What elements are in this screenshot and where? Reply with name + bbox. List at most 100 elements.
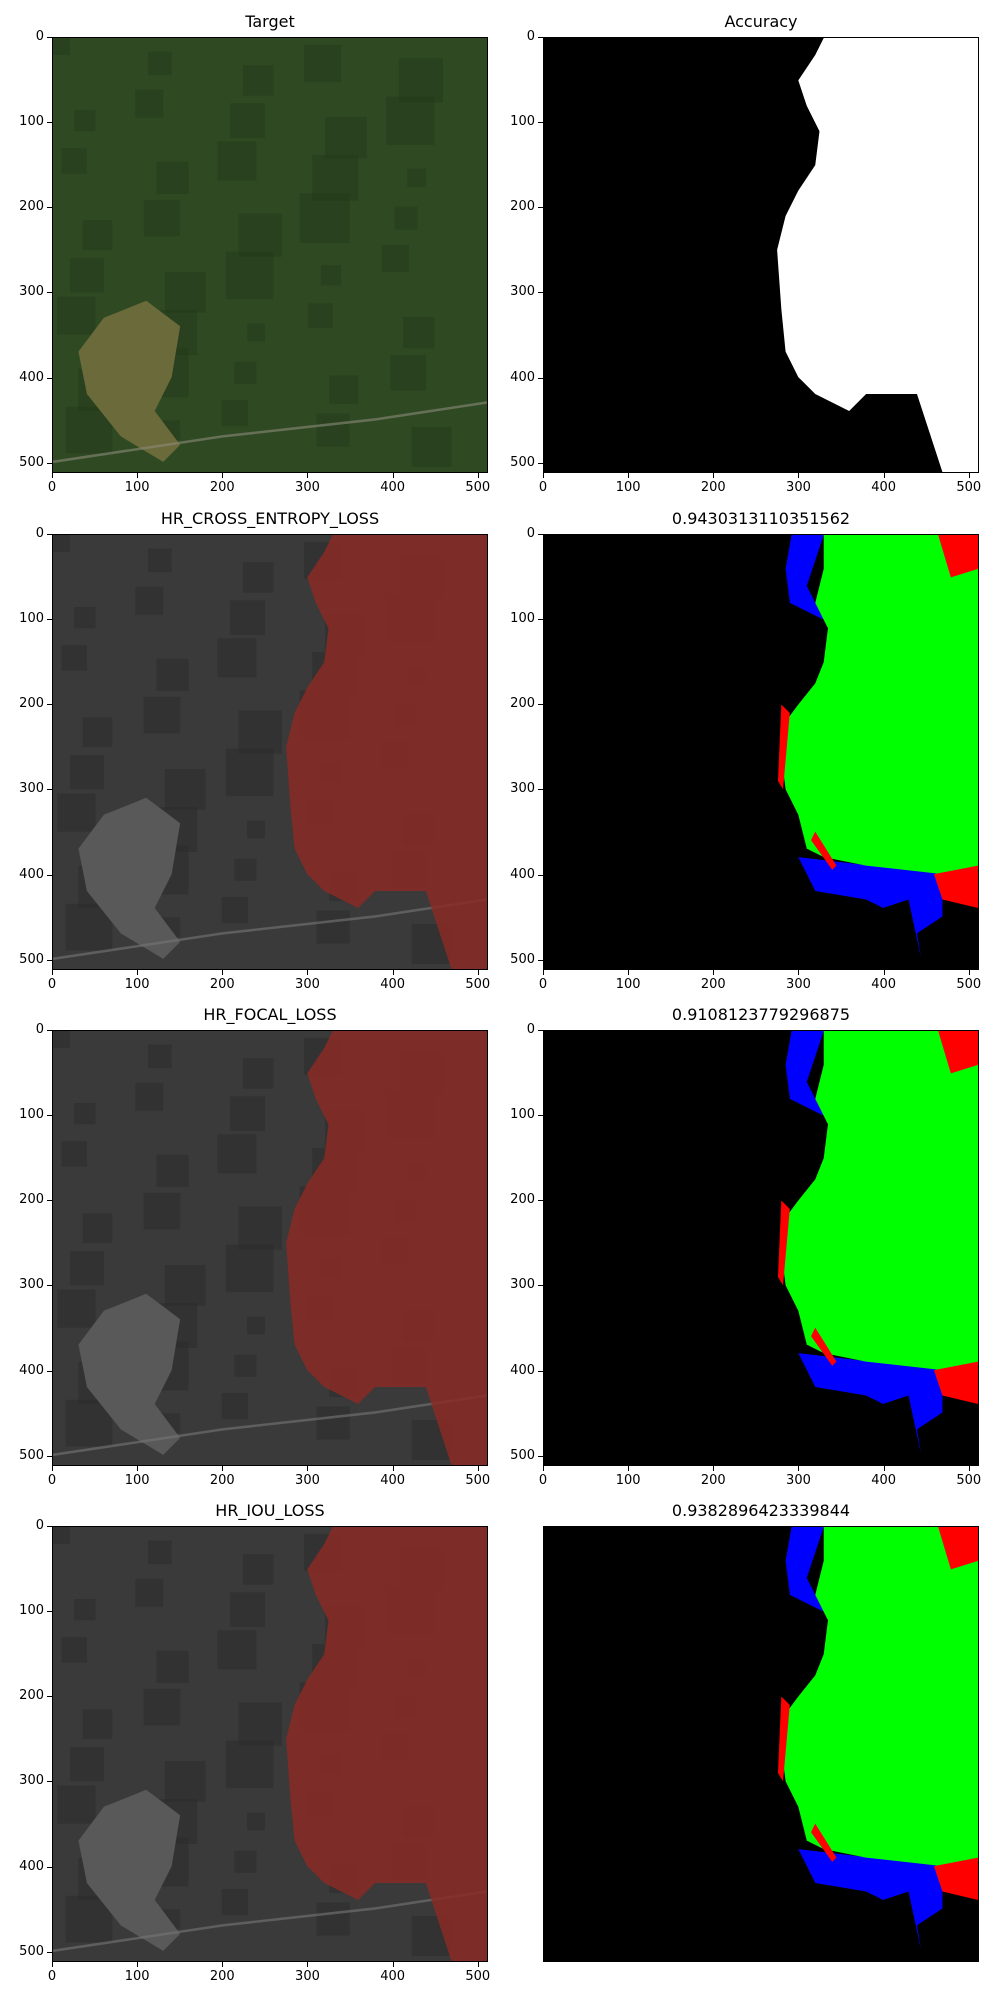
x-tick-mark <box>628 970 630 975</box>
y-tick-mark <box>538 207 543 209</box>
x-tick-label: 0 <box>538 1473 548 1488</box>
y-tick-mark <box>47 789 52 791</box>
y-tick-mark <box>538 122 543 124</box>
texture-patch <box>230 1096 265 1132</box>
x-tick-label: 200 <box>209 480 235 495</box>
x-tick-label: 200 <box>209 1969 235 1984</box>
x-tick-mark <box>52 473 53 478</box>
false-negative-region <box>798 857 943 959</box>
y-tick-mark <box>538 377 543 379</box>
texture-patch <box>147 1540 172 1565</box>
y-tick-label: 300 <box>510 284 535 300</box>
texture-patch <box>53 1527 70 1544</box>
ce_eval-svg <box>544 535 978 969</box>
texture-patch <box>156 161 189 194</box>
texture-patch <box>143 1192 181 1230</box>
panel-title: HR_CROSS_ENTROPY_LOSS <box>160 509 380 528</box>
x-tick-label: 200 <box>700 977 726 992</box>
false-positive-region <box>938 1031 978 1074</box>
y-tick-mark <box>47 1030 52 1031</box>
y-tick-label: 100 <box>19 611 44 627</box>
x-tick-label: 0 <box>47 977 57 992</box>
y-tick-label: 0 <box>35 1518 44 1533</box>
texture-patch <box>247 323 265 342</box>
x-tick-label: 300 <box>786 977 811 992</box>
texture-patch <box>234 1354 257 1377</box>
y-tick-label: 500 <box>510 1447 535 1463</box>
x-tick-label: 200 <box>700 1473 726 1488</box>
y-tick-mark <box>47 619 52 621</box>
false-positive-region <box>811 1327 837 1366</box>
y-tick-label: 100 <box>510 114 535 130</box>
texture-patch <box>329 375 359 405</box>
y-tick-mark <box>538 704 543 706</box>
x-tick-mark <box>477 1962 479 1967</box>
texture-patch <box>164 768 206 810</box>
y-tick-label: 200 <box>510 1192 535 1208</box>
texture-patch <box>61 1141 87 1167</box>
y-tick-mark <box>538 1455 543 1457</box>
false-negative-region <box>798 1353 943 1455</box>
x-tick-label: 500 <box>465 1969 491 1984</box>
false-positive-region <box>777 1696 790 1782</box>
y-tick-label: 0 <box>35 1022 44 1037</box>
texture-patch <box>74 110 96 132</box>
texture-patch <box>135 89 164 118</box>
y-tick-label: 200 <box>19 1688 44 1704</box>
texture-patch <box>230 1592 265 1628</box>
ce_eval-image <box>543 534 979 970</box>
texture-patch <box>225 748 274 797</box>
x-tick-label: 300 <box>295 1969 320 1984</box>
y-tick-label: 400 <box>19 369 44 385</box>
y-tick-label: 300 <box>19 1773 44 1789</box>
texture-patch <box>242 1554 274 1585</box>
texture-patch <box>242 1058 274 1089</box>
y-tick-mark <box>538 37 543 38</box>
focal_eval-image <box>543 1030 979 1466</box>
y-tick-mark <box>538 534 543 535</box>
y-tick-mark <box>47 462 52 464</box>
x-tick-mark <box>477 970 479 975</box>
y-tick-mark <box>47 1696 52 1698</box>
x-tick-mark <box>543 970 544 975</box>
y-tick-label: 300 <box>19 781 44 797</box>
iou_eval-svg <box>544 1527 978 1961</box>
false-negative-region <box>785 1527 824 1612</box>
y-tick-mark <box>47 377 52 379</box>
x-tick-label: 500 <box>956 1473 982 1488</box>
iou_overlay-image <box>52 1526 488 1962</box>
texture-patch <box>57 1289 96 1328</box>
texture-patch <box>82 717 113 747</box>
y-tick-label: 200 <box>510 696 535 712</box>
y-tick-label: 100 <box>19 1107 44 1123</box>
texture-patch <box>61 148 87 174</box>
y-tick-label: 300 <box>510 1277 535 1293</box>
texture-patch <box>74 1599 96 1621</box>
x-tick-label: 500 <box>956 480 982 495</box>
x-tick-mark <box>222 1466 224 1471</box>
texture-patch <box>135 1082 164 1111</box>
x-tick-mark <box>798 970 800 975</box>
ground-truth-mask <box>777 38 978 472</box>
texture-patch <box>386 96 435 145</box>
texture-patch <box>234 858 257 881</box>
y-tick-label: 400 <box>19 1858 44 1874</box>
y-tick-mark <box>47 1200 52 1202</box>
texture-patch <box>53 1031 70 1048</box>
panel-title: 0.9108123779296875 <box>671 1005 851 1024</box>
ce_overlay-image <box>52 534 488 970</box>
y-tick-label: 500 <box>19 454 44 470</box>
texture-patch <box>403 316 435 349</box>
texture-patch <box>57 1785 96 1824</box>
y-tick-label: 200 <box>510 199 535 215</box>
y-tick-label: 200 <box>19 199 44 215</box>
texture-patch <box>221 1888 248 1916</box>
texture-patch <box>164 1264 206 1306</box>
x-tick-label: 0 <box>538 977 548 992</box>
x-tick-mark <box>222 1962 224 1967</box>
ce_overlay-svg <box>53 535 487 969</box>
y-tick-mark <box>538 1200 543 1202</box>
texture-patch <box>143 199 181 237</box>
x-tick-label: 500 <box>465 1473 491 1488</box>
texture-patch <box>82 1213 113 1243</box>
